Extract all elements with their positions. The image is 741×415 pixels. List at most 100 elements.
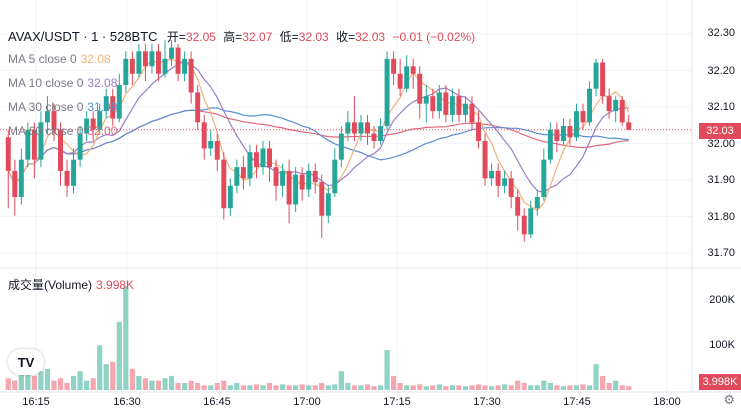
candle-body	[90, 118, 96, 130]
candle-body	[462, 103, 468, 115]
ma5-legend[interactable]: MA 5 close 0 32.08	[8, 52, 111, 66]
candle-body	[541, 159, 547, 198]
candle-body	[528, 208, 534, 235]
candle-body	[175, 47, 181, 74]
volume-bar	[338, 371, 344, 390]
chart-legend-header: AVAX/USDT · 1 · 528BTC 开=32.05 高=32.07 低…	[8, 28, 479, 45]
volume-bar	[110, 361, 116, 390]
candle-body	[410, 66, 416, 74]
volume-bar	[377, 385, 384, 390]
time-tick: 18:00	[653, 396, 681, 408]
volume-bar	[554, 385, 560, 390]
candle-body	[38, 122, 44, 160]
volume-bar	[247, 385, 253, 390]
volume-bar	[312, 385, 318, 390]
candle-body	[626, 122, 632, 130]
candle-body	[495, 170, 501, 186]
volume-bar	[31, 375, 38, 390]
volume-value: 3.998K	[96, 278, 135, 292]
volume-bar	[273, 385, 279, 390]
volume-bar	[482, 385, 488, 390]
time-tick: 17:30	[473, 396, 501, 408]
volume-bar	[462, 386, 469, 390]
change-value: −0.01 (−0.02%)	[392, 30, 476, 44]
volume-bar	[181, 382, 188, 390]
price-tick: 31.80	[707, 211, 735, 223]
volume-bar	[619, 385, 625, 390]
candle-body	[123, 58, 129, 85]
gear-icon[interactable]: ⚙	[723, 392, 735, 407]
volume-bar	[195, 382, 201, 390]
volume-bar	[299, 384, 305, 390]
volume-bar	[168, 375, 175, 390]
ma5-label: MA 5 close 0	[8, 52, 77, 66]
volume-bar	[456, 385, 462, 390]
volume-bar	[188, 380, 194, 390]
volume-bar	[201, 385, 207, 390]
candle-body	[365, 122, 370, 134]
volume-bar	[541, 380, 547, 390]
ma10-legend[interactable]: MA 10 close 0 32.08	[8, 76, 117, 90]
candle-body	[606, 96, 612, 112]
volume-bar	[390, 375, 397, 390]
volume-bar	[240, 385, 247, 390]
ma30-label: MA 30 close 0	[8, 100, 84, 114]
time-tick: 17:15	[383, 396, 411, 408]
tradingview-logo[interactable]: TV	[8, 349, 44, 375]
volume-bar	[351, 385, 358, 390]
volume-bar	[25, 373, 31, 390]
volume-bar	[319, 382, 325, 390]
volume-bar	[417, 384, 423, 390]
price-tick: 32.10	[707, 101, 735, 113]
candle-body	[97, 111, 103, 130]
candle-body	[417, 73, 423, 104]
candle-body	[443, 92, 449, 115]
candle-body	[449, 96, 455, 115]
volume-title: 成交量(Volume)	[8, 278, 93, 292]
volume-bar	[593, 364, 599, 390]
volume-bar	[560, 386, 567, 390]
volume-bar	[410, 385, 416, 390]
candle-body	[169, 47, 175, 59]
volume-bar	[325, 385, 331, 390]
candle-body	[332, 159, 338, 194]
candle-body	[430, 96, 436, 112]
volume-tick: 200K	[709, 294, 735, 306]
candle-body	[253, 152, 259, 168]
close-label: 收=	[336, 30, 356, 44]
ma30-value: 31.99	[87, 100, 118, 114]
candle-body	[534, 197, 540, 209]
volume-bar	[116, 321, 122, 390]
volume-bar	[436, 384, 442, 390]
volume-bar	[371, 386, 377, 390]
open-value: 32.05	[185, 30, 216, 44]
candle-body	[227, 185, 233, 209]
ma30-legend[interactable]: MA 30 close 0 31.99	[8, 100, 117, 114]
volume-bar	[175, 382, 181, 390]
candle-body	[384, 58, 390, 127]
candle-body	[476, 122, 481, 141]
candle-body	[280, 170, 286, 186]
volume-bar	[234, 382, 240, 390]
volume-bar	[260, 385, 266, 390]
candle-body	[547, 129, 553, 160]
ma10-value: 32.08	[87, 76, 118, 90]
volume-legend[interactable]: 成交量(Volume) 3.998K	[8, 276, 134, 293]
candle-body	[515, 197, 521, 216]
candle-body	[58, 129, 63, 171]
ma60-legend[interactable]: MA 60 close 0 32.00	[8, 124, 117, 138]
volume-bar	[586, 385, 593, 390]
time-tick: 16:30	[113, 396, 141, 408]
volume-bar	[488, 386, 495, 390]
volume-bar	[38, 371, 44, 390]
candle-body	[188, 58, 194, 93]
candle-body	[619, 99, 625, 123]
candle-body	[312, 170, 318, 183]
candle-body	[162, 58, 168, 74]
candle-body	[136, 51, 142, 74]
candle-body	[456, 96, 462, 115]
volume-bar	[475, 384, 482, 390]
candle-body	[351, 122, 357, 134]
